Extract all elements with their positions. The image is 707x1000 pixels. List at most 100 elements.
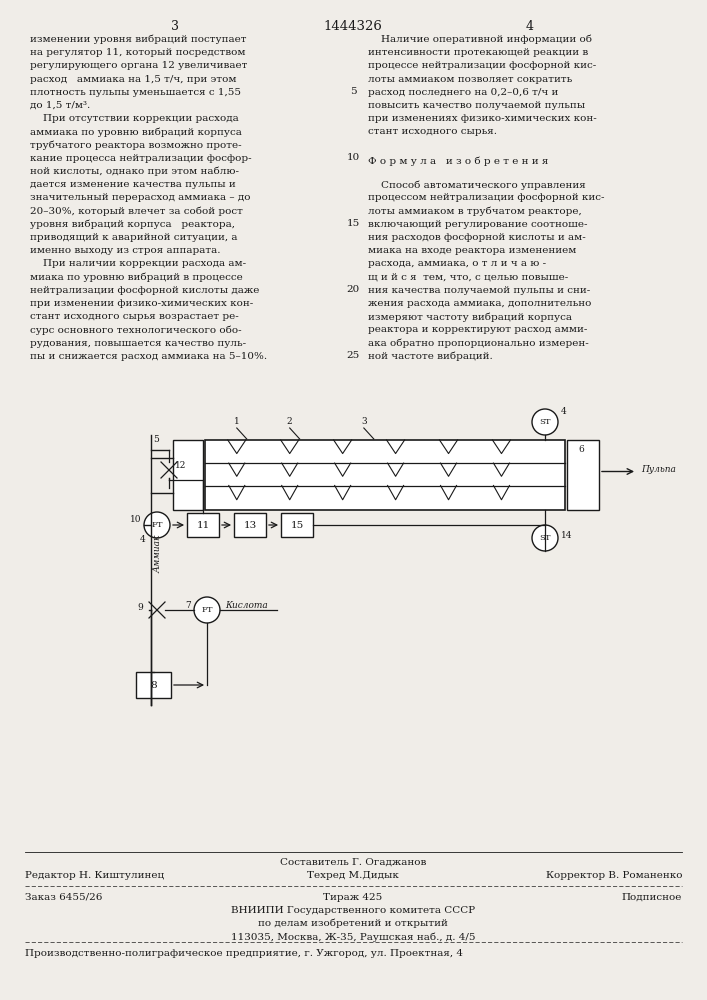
Bar xyxy=(136,672,171,698)
Text: реактора и корректируют расход амми-: реактора и корректируют расход амми- xyxy=(368,325,588,334)
Text: ака обратно пропорционально измерен-: ака обратно пропорционально измерен- xyxy=(368,339,589,348)
Bar xyxy=(234,513,266,537)
Text: пы и снижается расход аммиака на 5–10%.: пы и снижается расход аммиака на 5–10%. xyxy=(30,352,267,361)
Text: уровня вибраций корпуса   реактора,: уровня вибраций корпуса реактора, xyxy=(30,220,235,229)
Text: 9: 9 xyxy=(137,602,143,611)
Text: при изменении физико-химических кон-: при изменении физико-химических кон- xyxy=(30,299,253,308)
Bar xyxy=(173,440,203,510)
Text: приводящий к аварийной ситуации, а: приводящий к аварийной ситуации, а xyxy=(30,233,238,242)
Circle shape xyxy=(532,525,558,551)
Text: процессе нейтрализации фосфорной кис-: процессе нейтрализации фосфорной кис- xyxy=(368,61,596,70)
Text: Техред М.Дидык: Техред М.Дидык xyxy=(307,871,399,880)
Circle shape xyxy=(144,512,170,538)
Text: регулирующего органа 12 увеличивает: регулирующего органа 12 увеличивает xyxy=(30,61,247,70)
Text: по делам изобретений и открытий: по делам изобретений и открытий xyxy=(258,919,448,928)
Text: Подписное: Подписное xyxy=(621,893,682,902)
Text: 3: 3 xyxy=(361,417,367,426)
Text: 2: 2 xyxy=(287,417,293,426)
Text: значительный перерасход аммиака – до: значительный перерасход аммиака – до xyxy=(30,193,250,202)
Text: 25: 25 xyxy=(346,351,360,360)
Text: 13: 13 xyxy=(243,520,257,530)
Text: стант исходного сырья возрастает ре-: стант исходного сырья возрастает ре- xyxy=(30,312,239,321)
Text: 4: 4 xyxy=(140,536,146,544)
Text: При наличии коррекции расхода ам-: При наличии коррекции расхода ам- xyxy=(30,259,246,268)
Text: ния расходов фосфорной кислоты и ам-: ния расходов фосфорной кислоты и ам- xyxy=(368,233,586,242)
Text: Пульпа: Пульпа xyxy=(641,465,676,474)
Bar xyxy=(281,513,313,537)
Text: 14: 14 xyxy=(561,532,573,540)
Text: Аммиак: Аммиак xyxy=(154,535,163,573)
Text: 12: 12 xyxy=(175,462,187,471)
Text: кание процесса нейтрализации фосфор-: кание процесса нейтрализации фосфор- xyxy=(30,154,252,163)
Text: Наличие оперативной информации об: Наличие оперативной информации об xyxy=(368,35,592,44)
Text: именно выходу из строя аппарата.: именно выходу из строя аппарата. xyxy=(30,246,221,255)
Text: Тираж 425: Тираж 425 xyxy=(323,893,382,902)
Text: расход последнего на 0,2–0,6 т/ч и: расход последнего на 0,2–0,6 т/ч и xyxy=(368,88,559,97)
Text: лоты аммиаком позволяет сократить: лоты аммиаком позволяет сократить xyxy=(368,75,572,84)
Text: измеряют частоту вибраций корпуса: измеряют частоту вибраций корпуса xyxy=(368,312,572,322)
Text: 6: 6 xyxy=(578,444,584,454)
Text: нейтрализации фосфорной кислоты даже: нейтрализации фосфорной кислоты даже xyxy=(30,286,259,295)
Text: 10: 10 xyxy=(346,153,360,162)
Bar xyxy=(205,440,565,510)
Text: 4: 4 xyxy=(561,408,567,416)
Text: ST: ST xyxy=(539,418,551,426)
Text: миака на входе реактора изменением: миака на входе реактора изменением xyxy=(368,246,576,255)
Text: ной частоте вибраций.: ной частоте вибраций. xyxy=(368,352,493,361)
Text: Редактор Н. Киштулинец: Редактор Н. Киштулинец xyxy=(25,871,164,880)
Text: FT: FT xyxy=(201,606,213,614)
Text: расхода, аммиака, о т л и ч а ю -: расхода, аммиака, о т л и ч а ю - xyxy=(368,259,546,268)
Text: При отсутствии коррекции расхода: При отсутствии коррекции расхода xyxy=(30,114,239,123)
Text: жения расхода аммиака, дополнительно: жения расхода аммиака, дополнительно xyxy=(368,299,591,308)
Text: 7: 7 xyxy=(185,601,191,610)
Text: 15: 15 xyxy=(346,219,360,228)
Text: 11: 11 xyxy=(197,520,209,530)
Text: 5: 5 xyxy=(350,87,356,96)
Text: ВНИИПИ Государственного комитета СССР: ВНИИПИ Государственного комитета СССР xyxy=(231,906,475,915)
Text: включающий регулирование соотноше-: включающий регулирование соотноше- xyxy=(368,220,588,229)
Text: 3: 3 xyxy=(171,20,179,33)
Text: интенсивности протекающей реакции в: интенсивности протекающей реакции в xyxy=(368,48,588,57)
Text: 4: 4 xyxy=(526,20,534,33)
Text: 20: 20 xyxy=(346,285,360,294)
Text: FT: FT xyxy=(151,521,163,529)
Text: 5: 5 xyxy=(153,435,159,444)
Text: рудования, повышается качество пуль-: рудования, повышается качество пуль- xyxy=(30,339,246,348)
Text: изменении уровня вибраций поступает: изменении уровня вибраций поступает xyxy=(30,35,247,44)
Text: 10: 10 xyxy=(129,516,141,524)
Bar xyxy=(187,513,219,537)
Text: Корректор В. Романенко: Корректор В. Романенко xyxy=(546,871,682,880)
Text: дается изменение качества пульпы и: дается изменение качества пульпы и xyxy=(30,180,235,189)
Text: при изменениях физико-химических кон-: при изменениях физико-химических кон- xyxy=(368,114,597,123)
Text: процессом нейтрализации фосфорной кис-: процессом нейтрализации фосфорной кис- xyxy=(368,193,604,202)
Text: миака по уровню вибраций в процессе: миака по уровню вибраций в процессе xyxy=(30,273,243,282)
Text: 113035, Москва, Ж-35, Раушская наб., д. 4/5: 113035, Москва, Ж-35, Раушская наб., д. … xyxy=(230,932,475,942)
Text: на регулятор 11, который посредством: на регулятор 11, который посредством xyxy=(30,48,245,57)
Text: стант исходного сырья.: стант исходного сырья. xyxy=(368,127,497,136)
Text: трубчатого реактора возможно проте-: трубчатого реактора возможно проте- xyxy=(30,141,242,150)
Text: Производственно-полиграфическое предприятие, г. Ужгород, ул. Проектная, 4: Производственно-полиграфическое предприя… xyxy=(25,949,463,958)
Text: Кислота: Кислота xyxy=(225,600,268,609)
Text: щ и й с я  тем, что, с целью повыше-: щ и й с я тем, что, с целью повыше- xyxy=(368,273,568,282)
Text: до 1,5 т/м³.: до 1,5 т/м³. xyxy=(30,101,90,110)
Text: расход   аммиака на 1,5 т/ч, при этом: расход аммиака на 1,5 т/ч, при этом xyxy=(30,75,237,84)
Text: 20–30%, который влечет за собой рост: 20–30%, который влечет за собой рост xyxy=(30,207,243,216)
Text: 1: 1 xyxy=(234,417,240,426)
Text: повысить качество получаемой пульпы: повысить качество получаемой пульпы xyxy=(368,101,585,110)
Text: Способ автоматического управления: Способ автоматического управления xyxy=(368,180,586,190)
Text: аммиака по уровню вибраций корпуса: аммиака по уровню вибраций корпуса xyxy=(30,127,242,137)
Text: сурс основного технологического обо-: сурс основного технологического обо- xyxy=(30,325,242,335)
Text: Ф о р м у л а   и з о б р е т е н и я: Ф о р м у л а и з о б р е т е н и я xyxy=(368,156,549,166)
Circle shape xyxy=(194,597,220,623)
Text: Заказ 6455/26: Заказ 6455/26 xyxy=(25,893,103,902)
Bar xyxy=(567,440,599,510)
Text: ния качества получаемой пульпы и сни-: ния качества получаемой пульпы и сни- xyxy=(368,286,590,295)
Text: ST: ST xyxy=(539,534,551,542)
Text: Составитель Г. Огаджанов: Составитель Г. Огаджанов xyxy=(280,858,426,867)
Text: плотность пульпы уменьшается с 1,55: плотность пульпы уменьшается с 1,55 xyxy=(30,88,241,97)
Text: 1444326: 1444326 xyxy=(324,20,382,33)
Text: 8: 8 xyxy=(150,680,157,690)
Text: ной кислоты, однако при этом наблю-: ной кислоты, однако при этом наблю- xyxy=(30,167,239,176)
Text: лоты аммиаком в трубчатом реакторе,: лоты аммиаком в трубчатом реакторе, xyxy=(368,207,582,216)
Circle shape xyxy=(532,409,558,435)
